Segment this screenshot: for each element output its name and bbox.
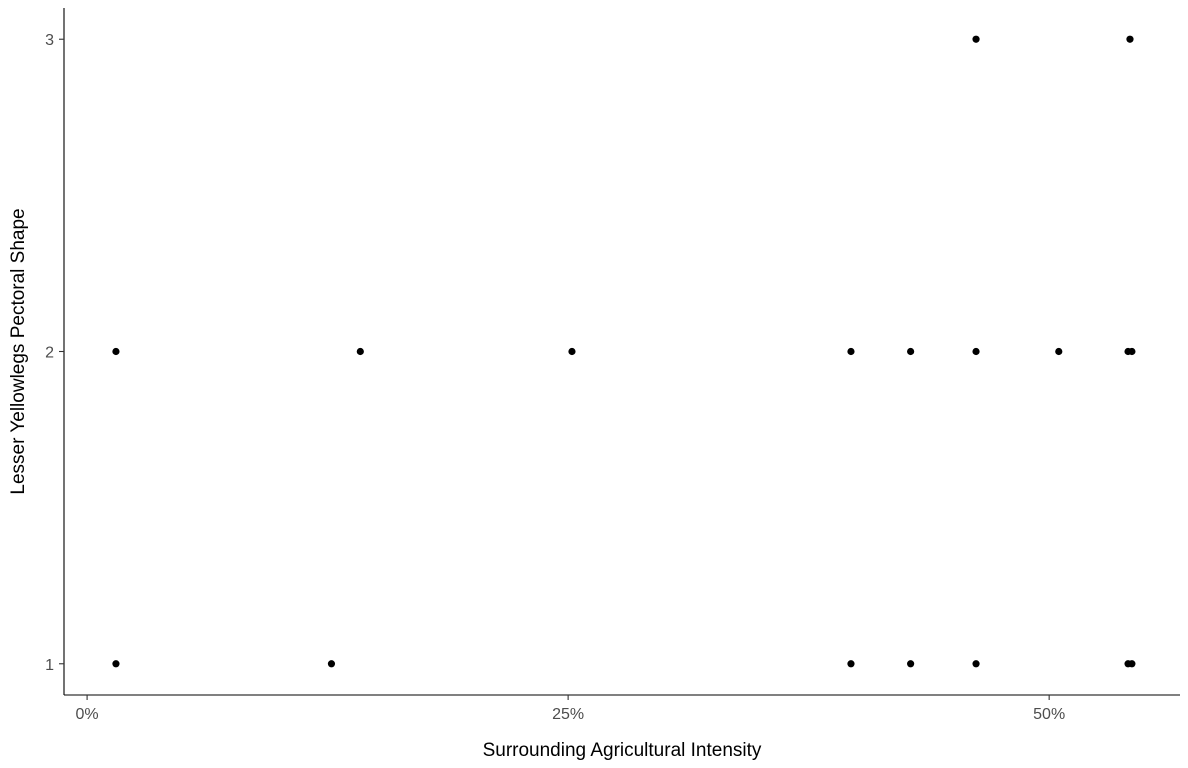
- data-point: [568, 347, 576, 356]
- data-point: [327, 660, 336, 668]
- x-tick-label: 0%: [76, 706, 99, 723]
- points-layer: [112, 35, 1136, 668]
- y-axis-title: Lesser Yellowlegs Pectoral Shape: [8, 208, 29, 494]
- x-tick-label: 50%: [1033, 706, 1065, 723]
- data-point: [972, 660, 980, 668]
- data-point: [972, 35, 980, 43]
- data-point: [907, 347, 915, 356]
- data-point: [972, 347, 980, 356]
- data-point: [1126, 35, 1134, 43]
- data-point: [847, 347, 855, 356]
- y-tick-label: 3: [45, 32, 54, 49]
- y-tick-label: 1: [45, 657, 54, 674]
- data-point: [907, 660, 915, 668]
- data-point: [1055, 347, 1063, 356]
- data-point: [112, 660, 120, 668]
- y-axis-ticks: 1 2 3: [45, 32, 64, 674]
- data-point: [847, 660, 855, 668]
- x-axis-title: Surrounding Agricultural Intensity: [483, 740, 762, 761]
- data-point: [1128, 660, 1136, 668]
- data-point: [356, 347, 364, 356]
- data-point: [112, 347, 120, 356]
- data-point: [1128, 347, 1136, 356]
- y-tick-label: 2: [45, 345, 54, 362]
- x-tick-label: 25%: [552, 706, 584, 723]
- x-axis-ticks: 0% 25% 50%: [76, 695, 1065, 723]
